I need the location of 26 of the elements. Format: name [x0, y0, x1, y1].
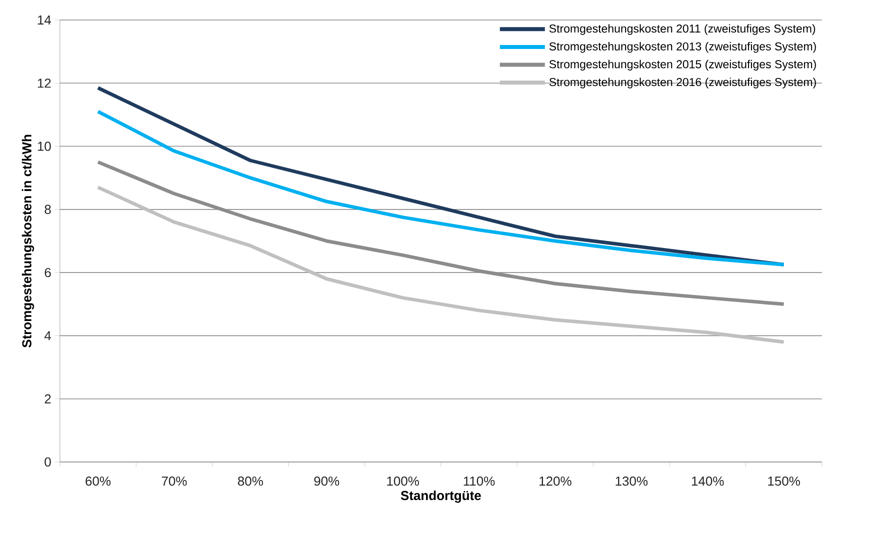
- y-tick-label: 10: [38, 142, 51, 151]
- x-tick-label: 80%: [238, 476, 263, 486]
- y-tick-label: 0: [44, 457, 51, 467]
- x-tick-label: 100%: [387, 476, 419, 486]
- y-tick-label: 8: [44, 204, 51, 214]
- x-tick-label: 110%: [464, 476, 495, 486]
- y-tick-label: 2: [44, 394, 51, 404]
- legend-label: Stromgestehungskosten 2013 (zweistufiges System): [549, 42, 816, 53]
- x-tick-label: 150%: [768, 476, 800, 486]
- x-tick-label: 60%: [86, 476, 111, 486]
- line-series: [96, 186, 786, 344]
- legend-label: Stromgestehungskosten 2015 (zweistufiges System): [549, 60, 816, 71]
- x-tick-label: 140%: [692, 476, 724, 486]
- x-tick-label: 90%: [314, 476, 340, 486]
- legend-label: Stromgestehungskosten 2016 (zweistufiges System): [549, 78, 816, 88]
- legend-label: Stromgestehungskosten 2011 (zweistufiges System): [549, 24, 816, 35]
- line-series: [96, 160, 786, 306]
- y-tick-label: 4: [44, 331, 51, 340]
- x-tick-label: 130%: [616, 476, 648, 486]
- y-tick-label: 14: [38, 16, 51, 24]
- x-tick-label: 70%: [162, 476, 187, 486]
- x-tick-label: 120%: [540, 476, 572, 486]
- x-axis-title: Standortgüte: [400, 490, 481, 503]
- y-tick-label: 6: [44, 268, 51, 278]
- y-tick-label: 12: [38, 78, 51, 88]
- y-axis-title: Stromgestehungskosten in ct/kWh: [22, 134, 34, 348]
